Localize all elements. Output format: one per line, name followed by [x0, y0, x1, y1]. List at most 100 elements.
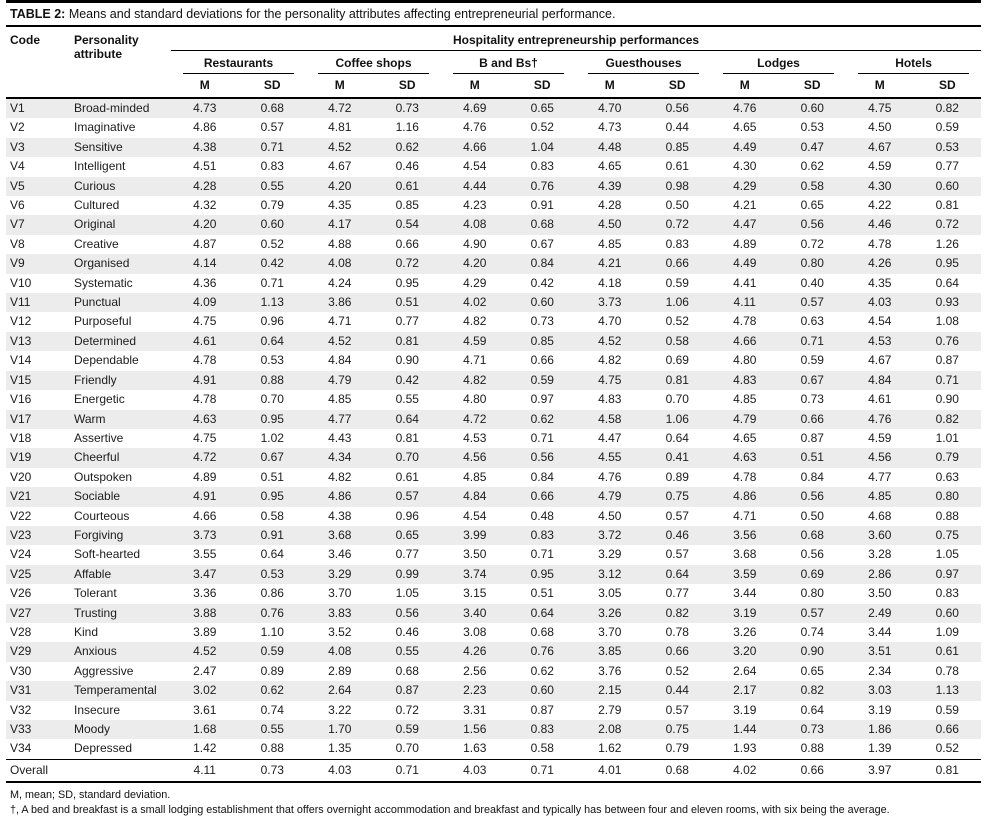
row-attribute: Sensitive	[74, 139, 123, 154]
mean-value: 3.60	[868, 527, 892, 542]
mean-value: 3.70	[328, 586, 352, 601]
mean-value: 4.91	[193, 372, 217, 387]
sd-value: 0.68	[260, 101, 284, 115]
sd-value: 0.61	[395, 178, 419, 193]
sd-value: 0.89	[260, 663, 284, 678]
sd-value: 0.69	[800, 566, 824, 581]
row-attribute: Kind	[74, 624, 99, 639]
sd-value: 0.64	[260, 547, 284, 562]
sd-value: 0.64	[800, 702, 824, 717]
row-code: V33	[10, 722, 32, 736]
sd-value: 0.91	[530, 198, 554, 213]
row-code: V4	[10, 159, 25, 174]
mean-value: 4.73	[193, 101, 217, 115]
row-attribute: Purposeful	[74, 314, 132, 329]
mean-value: 4.69	[463, 101, 487, 115]
mean-value: 1.86	[868, 722, 892, 736]
mean-value: 3.74	[463, 566, 487, 581]
sd-value: 1.06	[665, 411, 689, 426]
mean-value: 4.85	[598, 236, 622, 251]
mean-value: 4.75	[598, 372, 622, 387]
row-attribute: Courteous	[74, 508, 130, 523]
sd-value: 0.57	[395, 489, 419, 504]
sd-value: 0.70	[260, 392, 284, 407]
sd-value: 0.64	[260, 333, 284, 348]
sd-value: 0.95	[260, 411, 284, 426]
row-attribute: Cultured	[74, 198, 120, 213]
sd-value: 0.90	[395, 353, 419, 368]
mean-value: 4.48	[598, 139, 622, 154]
footnotes: M, mean; SD, standard deviation. †, A be…	[6, 783, 981, 818]
mean-value: 3.26	[733, 624, 757, 639]
mean-value: 1.93	[733, 741, 757, 756]
row-code: V22	[10, 508, 32, 523]
mean-value: 3.12	[598, 566, 622, 581]
sd-value: 0.88	[935, 508, 959, 523]
sd-value: 0.89	[665, 469, 689, 484]
mean-value: 4.77	[328, 411, 352, 426]
sd-value: 0.79	[665, 741, 689, 756]
m-header: M	[576, 74, 644, 99]
mean-value: 3.03	[868, 683, 892, 698]
sd-value: 0.50	[800, 508, 824, 523]
sd-value: 0.66	[530, 353, 554, 368]
table-row: V8 Creative 4.87 0.52 4.88 0.66 4.90 0.67 4.85 0.…	[6, 235, 981, 254]
sd-value: 0.70	[665, 392, 689, 407]
mean-value: 3.72	[598, 527, 622, 542]
mean-value: 4.63	[193, 411, 217, 426]
sd-value: 0.85	[395, 198, 419, 213]
sd-value: 0.85	[530, 333, 554, 348]
mean-value: 3.29	[598, 547, 622, 562]
sd-header: SD	[778, 74, 846, 99]
sd-value: 0.68	[530, 624, 554, 639]
mean-value: 4.53	[868, 333, 892, 348]
row-code: V16	[10, 392, 32, 407]
row-code: V34	[10, 741, 32, 756]
mean-value: 3.50	[463, 547, 487, 562]
sd-value: 0.52	[530, 120, 554, 135]
sd-value: 0.55	[395, 644, 419, 659]
sd-header: SD	[643, 74, 711, 99]
mean-value: 4.65	[733, 430, 757, 445]
row-attribute: Creative	[74, 236, 119, 251]
mean-value: 4.59	[868, 159, 892, 174]
sd-value: 0.59	[935, 120, 959, 135]
mean-value: 4.08	[463, 217, 487, 232]
table-row: V1 Broad-minded 4.73 0.68 4.72 0.73 4.69 0.65 4.…	[6, 98, 982, 119]
sd-value: 0.73	[530, 314, 554, 329]
row-code: V31	[10, 683, 32, 698]
sd-value: 0.82	[665, 605, 689, 620]
sd-value: 0.67	[800, 372, 824, 387]
sd-value: 0.57	[665, 702, 689, 717]
sd-value: 0.83	[530, 159, 554, 174]
sd-value: 0.56	[530, 450, 554, 465]
mean-value: 4.76	[598, 469, 622, 484]
mean-value: 4.46	[868, 217, 892, 232]
sd-value: 0.81	[913, 758, 982, 784]
sd-value: 0.40	[800, 275, 824, 290]
sd-value: 0.84	[530, 469, 554, 484]
mean-value: 4.85	[463, 469, 487, 484]
mean-value: 3.44	[733, 586, 757, 601]
mean-value: 4.82	[328, 469, 352, 484]
mean-value: 4.24	[328, 275, 352, 290]
row-attribute: Sociable	[74, 489, 121, 504]
mean-value: 3.76	[598, 663, 622, 678]
mean-value: 4.61	[868, 392, 892, 407]
row-attribute: Moody	[74, 722, 111, 736]
row-code: V27	[10, 605, 32, 620]
sd-value: 0.86	[260, 586, 284, 601]
mean-value: 4.85	[328, 392, 352, 407]
sd-value: 0.66	[665, 644, 689, 659]
mean-value: 2.34	[868, 663, 892, 678]
sd-value: 1.16	[395, 120, 419, 135]
mean-value: 4.70	[598, 314, 622, 329]
row-attribute: Anxious	[74, 644, 117, 659]
sd-value: 0.62	[530, 411, 554, 426]
table-caption-label: TABLE 2:	[10, 7, 66, 21]
row-attribute: Cheerful	[74, 450, 120, 465]
row-code: V23	[10, 527, 32, 542]
sd-value: 0.53	[800, 120, 824, 135]
sd-value: 0.55	[260, 722, 284, 736]
mean-value: 4.80	[733, 353, 757, 368]
